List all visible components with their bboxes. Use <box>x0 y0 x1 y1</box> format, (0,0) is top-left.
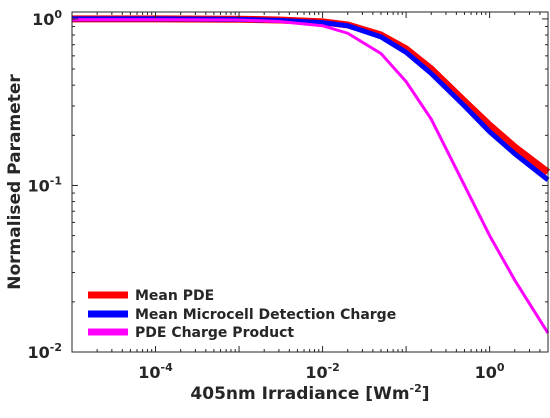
x-tick-label: 10-2 <box>305 361 340 382</box>
x-axis-label-superscript: -2 <box>410 382 422 395</box>
y-tick-label: 100 <box>32 8 62 29</box>
x-tick-label: 100 <box>475 361 505 382</box>
legend-item-pde-charge-product: PDE Charge Product <box>88 325 294 341</box>
series-line-pde-charge-product <box>72 18 550 334</box>
y-axis-label: Normalised Parameter <box>5 74 25 290</box>
y-tick-label: 10-2 <box>28 341 63 362</box>
legend-label-pde-charge-product: PDE Charge Product <box>135 325 294 341</box>
x-axis-label-main: 405nm Irradiance [Wm <box>190 384 409 404</box>
legend: Mean PDE Mean Microcell Detection Charge… <box>88 288 396 341</box>
y-tick-label: 10-1 <box>28 174 63 195</box>
legend-label-mean-microcell-detection-charge: Mean Microcell Detection Charge <box>135 307 396 323</box>
series-line-mean-microcell-detection-charge <box>72 16 550 182</box>
series-layer <box>72 15 550 334</box>
tick-layer: 10-4 10-2 100 100 10-1 10-2 <box>28 8 549 382</box>
x-tick-label: 10-4 <box>138 361 173 382</box>
legend-item-mean-microcell-detection-charge: Mean Microcell Detection Charge <box>88 307 396 323</box>
x-axis-label-tail: ] <box>422 384 430 404</box>
legend-label-mean-pde: Mean PDE <box>135 288 214 304</box>
series-line-mean-pde <box>72 15 550 176</box>
legend-item-mean-pde: Mean PDE <box>88 288 214 304</box>
x-axis-label: 405nm Irradiance [Wm-2] <box>190 382 429 404</box>
